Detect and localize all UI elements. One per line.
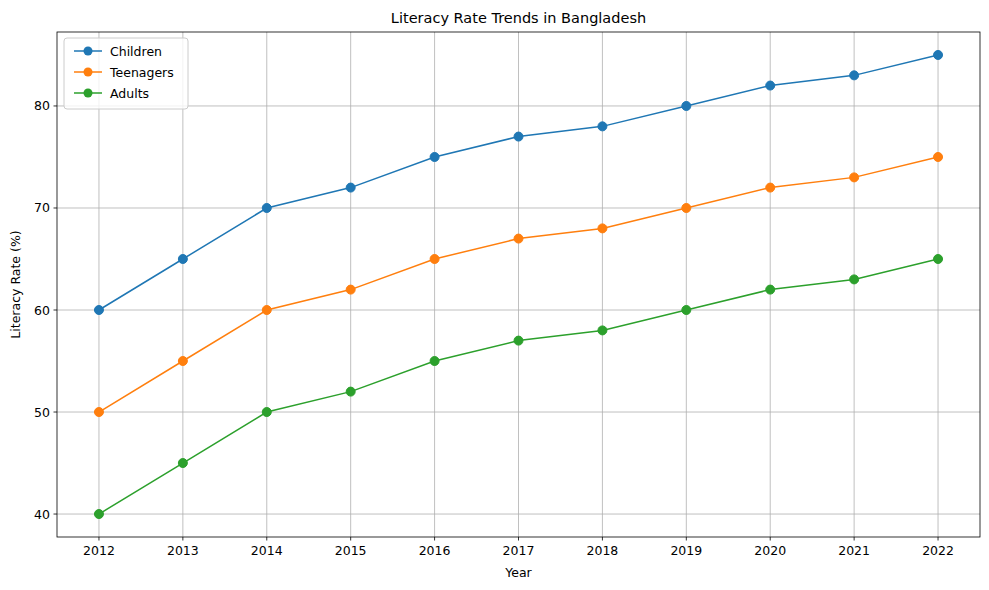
- x-grid-line: [854, 32, 855, 537]
- y-tick-label: 50: [34, 405, 50, 420]
- y-tick: [54, 207, 58, 208]
- x-tick: [98, 537, 99, 541]
- legend-label: Teenagers: [109, 65, 174, 80]
- plot-data: [94, 50, 942, 518]
- x-tick: [350, 537, 351, 541]
- x-tick-label: 2016: [419, 543, 451, 558]
- x-tick: [518, 537, 519, 541]
- legend-label: Children: [110, 44, 162, 59]
- x-tick: [182, 537, 183, 541]
- series-marker: [514, 336, 523, 345]
- series-marker: [850, 173, 859, 182]
- x-grid-line: [518, 32, 519, 537]
- legend-marker: [84, 47, 93, 56]
- series-marker: [766, 183, 775, 192]
- x-tick-label: 2013: [167, 543, 199, 558]
- background: [0, 0, 989, 590]
- y-tick-label: 80: [34, 98, 50, 113]
- x-tick-label: 2020: [754, 543, 786, 558]
- series-marker: [766, 81, 775, 90]
- x-tick: [434, 537, 435, 541]
- series-line: [99, 259, 938, 514]
- series-marker: [598, 326, 607, 335]
- y-grid-line: [57, 105, 980, 106]
- x-tick: [266, 537, 267, 541]
- y-tick: [54, 310, 58, 311]
- series-marker: [178, 254, 187, 263]
- series-marker: [682, 203, 691, 212]
- series-marker: [514, 132, 523, 141]
- x-grid-line: [938, 32, 939, 537]
- x-tick-label: 2012: [83, 543, 115, 558]
- legend-box: [64, 38, 188, 109]
- x-grid-line: [434, 32, 435, 537]
- legend-marker: [84, 89, 93, 98]
- x-axis-label: Year: [504, 565, 532, 580]
- grid: [57, 32, 980, 537]
- series-marker: [94, 408, 103, 417]
- plot-frame: [57, 32, 980, 537]
- y-grid-line: [57, 207, 980, 208]
- series-marker: [346, 387, 355, 396]
- y-tick: [54, 105, 58, 106]
- chart-svg: 2012 2013 2014 2015 2016 2017 2018 2019 2020 2021…: [0, 0, 989, 590]
- series-marker: [262, 306, 271, 315]
- series-marker: [934, 50, 943, 59]
- y-tick-label: 40: [34, 507, 50, 522]
- series-marker: [514, 234, 523, 243]
- x-tick-label: 2017: [503, 543, 535, 558]
- y-grid-line: [57, 310, 980, 311]
- series-marker: [682, 101, 691, 110]
- x-tick-label: 2018: [587, 543, 619, 558]
- x-tick: [602, 537, 603, 541]
- y-tick: [54, 514, 58, 515]
- series-marker: [178, 357, 187, 366]
- chart-title: Literacy Rate Trends in Bangladesh: [391, 10, 646, 26]
- series-marker: [430, 254, 439, 263]
- legend: Children Teenagers Adults: [64, 38, 188, 109]
- x-grid-line: [266, 32, 267, 537]
- series-marker: [178, 459, 187, 468]
- series-marker: [934, 254, 943, 263]
- x-tick: [770, 537, 771, 541]
- series-marker: [598, 122, 607, 131]
- x-tick: [938, 537, 939, 541]
- legend-marker: [84, 68, 93, 77]
- y-grid-line: [57, 412, 980, 413]
- page: {"chart_data": {"type": "line", "title":…: [0, 0, 989, 590]
- y-tick: [54, 412, 58, 413]
- x-tick-label: 2015: [335, 543, 367, 558]
- x-tick-label: 2021: [838, 543, 870, 558]
- series-marker: [430, 357, 439, 366]
- y-tick-label: 70: [34, 200, 50, 215]
- x-grid-line: [770, 32, 771, 537]
- series-marker: [934, 152, 943, 161]
- series-marker: [766, 285, 775, 294]
- series-marker: [94, 306, 103, 315]
- series-marker: [682, 306, 691, 315]
- series-marker: [850, 71, 859, 80]
- series-marker: [850, 275, 859, 284]
- chart-container: 2012 2013 2014 2015 2016 2017 2018 2019 2020 2021…: [0, 0, 989, 590]
- series-marker: [262, 203, 271, 212]
- series-marker: [262, 408, 271, 417]
- y-grid-line: [57, 514, 980, 515]
- series-marker: [346, 183, 355, 192]
- x-tick-label: 2022: [922, 543, 954, 558]
- x-tick-label: 2019: [670, 543, 702, 558]
- x-tick-label: 2014: [251, 543, 283, 558]
- series-marker: [346, 285, 355, 294]
- series-marker: [94, 510, 103, 519]
- y-axis-label: Literacy Rate (%): [8, 230, 23, 338]
- series-marker: [598, 224, 607, 233]
- series-marker: [430, 152, 439, 161]
- y-tick-label: 60: [34, 303, 50, 318]
- x-tick: [686, 537, 687, 541]
- legend-label: Adults: [110, 86, 149, 101]
- x-tick: [854, 537, 855, 541]
- x-grid-line: [350, 32, 351, 537]
- x-grid-line: [602, 32, 603, 537]
